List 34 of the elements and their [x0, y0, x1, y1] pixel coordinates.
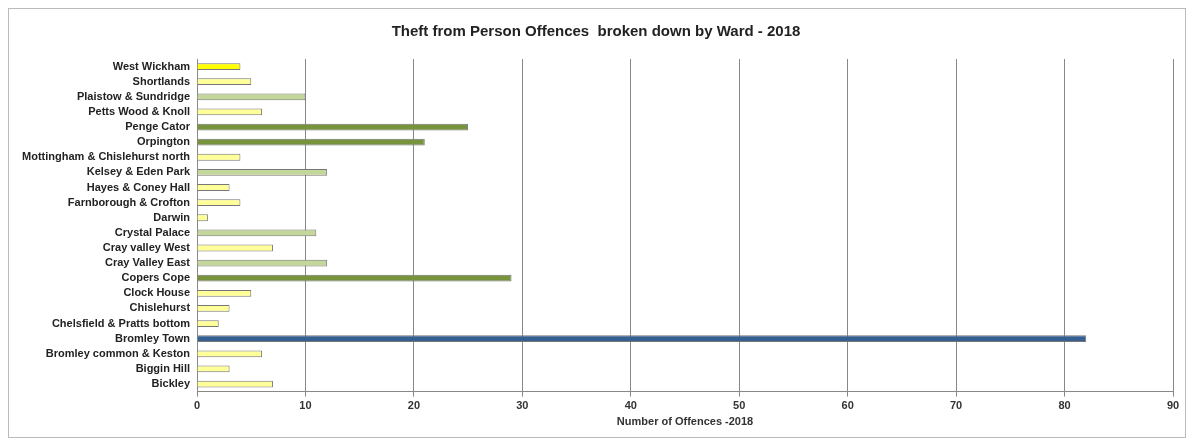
x-tick-label: 40 [624, 399, 637, 412]
y-tick-label: Bromley common & Keston [45, 346, 191, 359]
x-tick-label: 0 [193, 399, 201, 412]
x-tick-label: 10 [299, 399, 312, 412]
y-tick-label: Darwin [153, 210, 191, 223]
y-tick-label: Chelsfield & Pratts bottom [51, 316, 191, 329]
x-tick-label: 20 [407, 399, 421, 412]
x-tick-label: 30 [516, 399, 529, 412]
x-tick-label: 60 [841, 399, 854, 412]
y-tick-label: Petts Wood & Knoll [88, 104, 191, 117]
y-tick-label: Mottingham & Chislehurst north [22, 150, 191, 163]
y-tick-label: Penge Cator [125, 120, 191, 133]
y-tick-label: Chislehurst [129, 301, 191, 314]
x-tick-label: 70 [950, 399, 963, 412]
chart-title: Theft from Person Offences broken down by Ward - 2018 [391, 22, 801, 40]
y-tick-label: Bromley Town [115, 331, 191, 344]
y-tick-label: Clock House [123, 286, 191, 299]
y-tick-label: Biggin Hill [135, 361, 191, 374]
y-tick-label: Bickley [151, 377, 191, 390]
x-axis-title: Number of Offences -2018 [616, 415, 754, 428]
y-tick-label: Orpington [136, 135, 191, 148]
y-tick-label: West Wickham [112, 59, 191, 72]
x-tick-label: 50 [733, 399, 746, 412]
y-tick-label: Copers Cope [121, 271, 191, 284]
y-tick-label: Farnborough & Crofton [67, 195, 191, 208]
y-tick-label: Hayes & Coney Hall [86, 180, 191, 193]
y-tick-label: Cray Valley East [105, 256, 191, 269]
x-tick-label: 90 [1166, 399, 1180, 412]
y-tick-label: Kelsey & Eden Park [86, 165, 191, 178]
y-tick-label: Cray valley West [102, 241, 191, 254]
y-tick-label: Crystal Palace [114, 225, 191, 238]
y-tick-label: Plaistow & Sundridge [76, 89, 191, 102]
y-tick-label: Shortlands [132, 74, 191, 87]
x-tick-label: 80 [1058, 399, 1071, 412]
